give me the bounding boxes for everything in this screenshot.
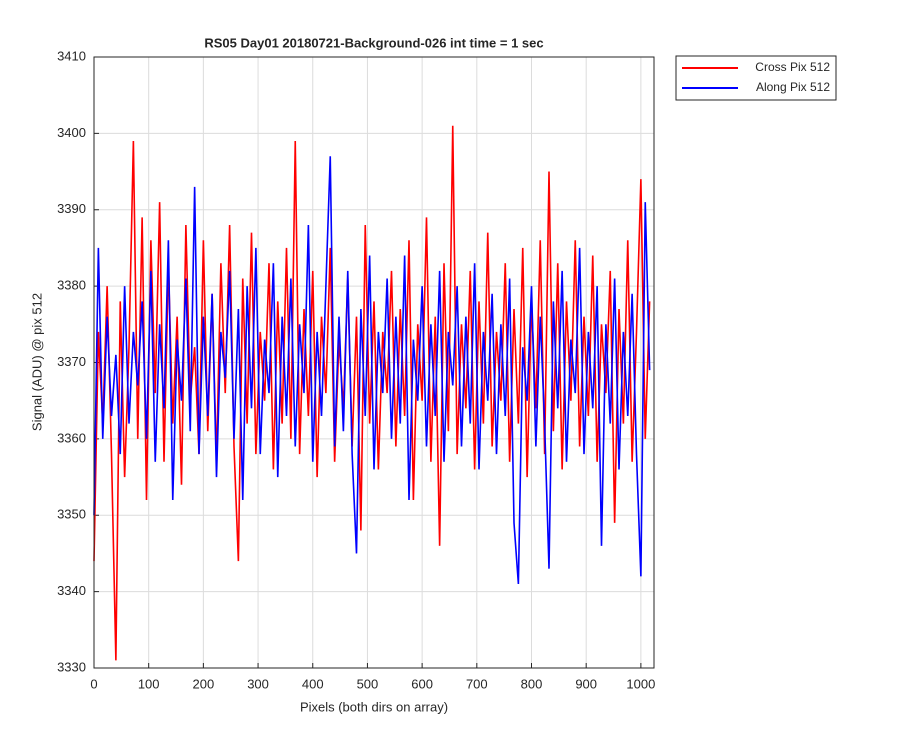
y-tick-label: 3380 [57, 278, 86, 293]
chart-title: RS05 Day01 20180721-Background-026 int t… [204, 35, 543, 50]
x-tick-label: 300 [247, 676, 269, 691]
x-tick-label: 500 [357, 676, 379, 691]
line-series [93, 156, 651, 585]
legend-box [675, 55, 837, 101]
y-tick-label: 3340 [57, 583, 86, 598]
y-tick-label: 3390 [57, 201, 86, 216]
x-tick-label: 900 [575, 676, 597, 691]
y-tick-label: 3410 [57, 48, 86, 63]
y-tick-label: 3370 [57, 354, 86, 369]
x-tick-label: 1000 [626, 676, 655, 691]
x-tick-label: 600 [411, 676, 433, 691]
x-tick-label: 100 [138, 676, 160, 691]
y-tick-label: 3400 [57, 125, 86, 140]
y-tick-label: 3350 [57, 507, 86, 522]
x-tick-label: 200 [193, 676, 215, 691]
y-tick-label: 3330 [57, 659, 86, 674]
x-tick-label: 0 [90, 676, 97, 691]
x-tick-label: 800 [521, 676, 543, 691]
x-tick-label: 400 [302, 676, 324, 691]
legend-label: Cross Pix 512 [755, 60, 830, 74]
x-tick-label: 700 [466, 676, 488, 691]
legend-label: Along Pix 512 [756, 80, 830, 94]
y-tick-label: 3360 [57, 430, 86, 445]
x-axis-label: Pixels (both dirs on array) [300, 699, 448, 714]
plot-frame [93, 56, 655, 669]
y-axis-label: Signal (ADU) @ pix 512 [29, 293, 44, 431]
